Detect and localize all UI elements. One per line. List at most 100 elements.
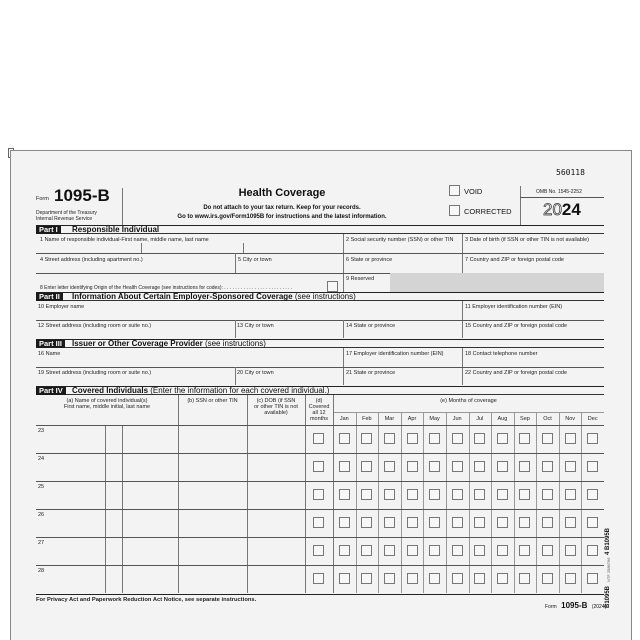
form-sheet bbox=[10, 150, 632, 640]
month-checkbox[interactable] bbox=[429, 489, 441, 500]
footer-form-id: Form 1095-B (2024) bbox=[545, 601, 607, 610]
month-checkbox[interactable] bbox=[383, 461, 395, 472]
row-number: 25 bbox=[38, 484, 45, 490]
field-9-label: 9 Reserved bbox=[346, 276, 375, 282]
month-checkbox[interactable] bbox=[383, 545, 395, 556]
month-checkbox[interactable] bbox=[519, 489, 531, 500]
month-checkbox[interactable] bbox=[496, 517, 508, 528]
month-checkbox[interactable] bbox=[542, 517, 554, 528]
field-4-label: 4 Street address (including apartment no… bbox=[40, 257, 143, 263]
month-checkbox[interactable] bbox=[474, 517, 486, 528]
month-checkbox[interactable] bbox=[361, 517, 373, 528]
month-checkbox[interactable] bbox=[338, 461, 350, 472]
month-checkbox[interactable] bbox=[451, 489, 463, 500]
month-checkbox[interactable] bbox=[429, 517, 441, 528]
month-checkbox[interactable] bbox=[496, 489, 508, 500]
month-checkbox[interactable] bbox=[338, 489, 350, 500]
field-18-label: 18 Contact telephone number bbox=[465, 351, 538, 357]
month-checkbox[interactable] bbox=[474, 573, 486, 584]
month-checkbox[interactable] bbox=[519, 545, 531, 556]
month-checkbox[interactable] bbox=[361, 545, 373, 556]
month-checkbox[interactable] bbox=[406, 573, 418, 584]
month-checkbox[interactable] bbox=[496, 573, 508, 584]
month-checkbox[interactable] bbox=[383, 489, 395, 500]
month-checkbox[interactable] bbox=[474, 545, 486, 556]
month-checkbox[interactable] bbox=[519, 461, 531, 472]
month-checkbox[interactable] bbox=[474, 489, 486, 500]
month-checkbox[interactable] bbox=[474, 433, 486, 444]
month-checkbox[interactable] bbox=[383, 573, 395, 584]
month-checkbox[interactable] bbox=[496, 545, 508, 556]
month-checkbox[interactable] bbox=[542, 461, 554, 472]
month-header: Sep bbox=[520, 416, 530, 422]
month-checkbox[interactable] bbox=[496, 461, 508, 472]
month-checkbox[interactable] bbox=[451, 461, 463, 472]
covered-all-12-checkbox[interactable] bbox=[313, 517, 324, 528]
month-checkbox[interactable] bbox=[406, 433, 418, 444]
month-checkbox[interactable] bbox=[564, 461, 576, 472]
col-e-header: (e) Months of coverage bbox=[440, 398, 497, 404]
month-checkbox[interactable] bbox=[587, 433, 599, 444]
month-checkbox[interactable] bbox=[451, 517, 463, 528]
month-checkbox[interactable] bbox=[406, 545, 418, 556]
form-title: Health Coverage bbox=[238, 187, 326, 199]
instructions-line: Do not attach to your tax return. Keep f… bbox=[203, 205, 361, 211]
field-3-label: 3 Date of birth (if SSN or other TIN is … bbox=[465, 237, 590, 243]
month-checkbox[interactable] bbox=[519, 517, 531, 528]
month-checkbox[interactable] bbox=[361, 461, 373, 472]
month-checkbox[interactable] bbox=[542, 573, 554, 584]
month-checkbox[interactable] bbox=[451, 573, 463, 584]
col-a-header: First name, middle initial, last name bbox=[63, 404, 151, 410]
month-checkbox[interactable] bbox=[429, 545, 441, 556]
month-checkbox[interactable] bbox=[406, 461, 418, 472]
month-checkbox[interactable] bbox=[474, 461, 486, 472]
month-checkbox[interactable] bbox=[564, 489, 576, 500]
month-checkbox[interactable] bbox=[587, 489, 599, 500]
field-19-label: 19 Street address (including room or sui… bbox=[38, 370, 152, 376]
month-checkbox[interactable] bbox=[496, 433, 508, 444]
row-number: 27 bbox=[38, 540, 45, 546]
month-checkbox[interactable] bbox=[542, 545, 554, 556]
covered-all-12-checkbox[interactable] bbox=[313, 545, 324, 556]
void-checkbox[interactable] bbox=[449, 185, 460, 196]
month-checkbox[interactable] bbox=[451, 545, 463, 556]
month-checkbox[interactable] bbox=[361, 573, 373, 584]
month-checkbox[interactable] bbox=[338, 545, 350, 556]
month-checkbox[interactable] bbox=[383, 517, 395, 528]
month-checkbox[interactable] bbox=[542, 489, 554, 500]
month-checkbox[interactable] bbox=[338, 517, 350, 528]
origin-code-box[interactable] bbox=[327, 281, 338, 292]
month-checkbox[interactable] bbox=[519, 433, 531, 444]
corrected-checkbox[interactable] bbox=[449, 205, 460, 216]
month-checkbox[interactable] bbox=[338, 433, 350, 444]
month-checkbox[interactable] bbox=[429, 573, 441, 584]
month-checkbox[interactable] bbox=[564, 517, 576, 528]
month-checkbox[interactable] bbox=[564, 573, 576, 584]
month-checkbox[interactable] bbox=[361, 489, 373, 500]
month-checkbox[interactable] bbox=[587, 517, 599, 528]
month-checkbox[interactable] bbox=[383, 433, 395, 444]
month-checkbox[interactable] bbox=[587, 545, 599, 556]
row-divider bbox=[36, 509, 604, 510]
covered-all-12-checkbox[interactable] bbox=[313, 461, 324, 472]
month-checkbox[interactable] bbox=[406, 489, 418, 500]
covered-all-12-checkbox[interactable] bbox=[313, 489, 324, 500]
month-checkbox[interactable] bbox=[338, 573, 350, 584]
month-checkbox[interactable] bbox=[451, 433, 463, 444]
month-divider bbox=[400, 412, 402, 593]
month-checkbox[interactable] bbox=[587, 573, 599, 584]
covered-all-12-checkbox[interactable] bbox=[313, 573, 324, 584]
col-c-header: or other TIN is not bbox=[254, 404, 298, 410]
reserved-area bbox=[390, 273, 604, 292]
covered-all-12-checkbox[interactable] bbox=[313, 433, 324, 444]
month-checkbox[interactable] bbox=[564, 545, 576, 556]
month-checkbox[interactable] bbox=[564, 433, 576, 444]
month-checkbox[interactable] bbox=[429, 461, 441, 472]
month-checkbox[interactable] bbox=[519, 573, 531, 584]
field-13-label: 13 City or town bbox=[237, 323, 274, 329]
month-checkbox[interactable] bbox=[361, 433, 373, 444]
month-checkbox[interactable] bbox=[587, 461, 599, 472]
month-checkbox[interactable] bbox=[542, 433, 554, 444]
month-checkbox[interactable] bbox=[406, 517, 418, 528]
month-checkbox[interactable] bbox=[429, 433, 441, 444]
